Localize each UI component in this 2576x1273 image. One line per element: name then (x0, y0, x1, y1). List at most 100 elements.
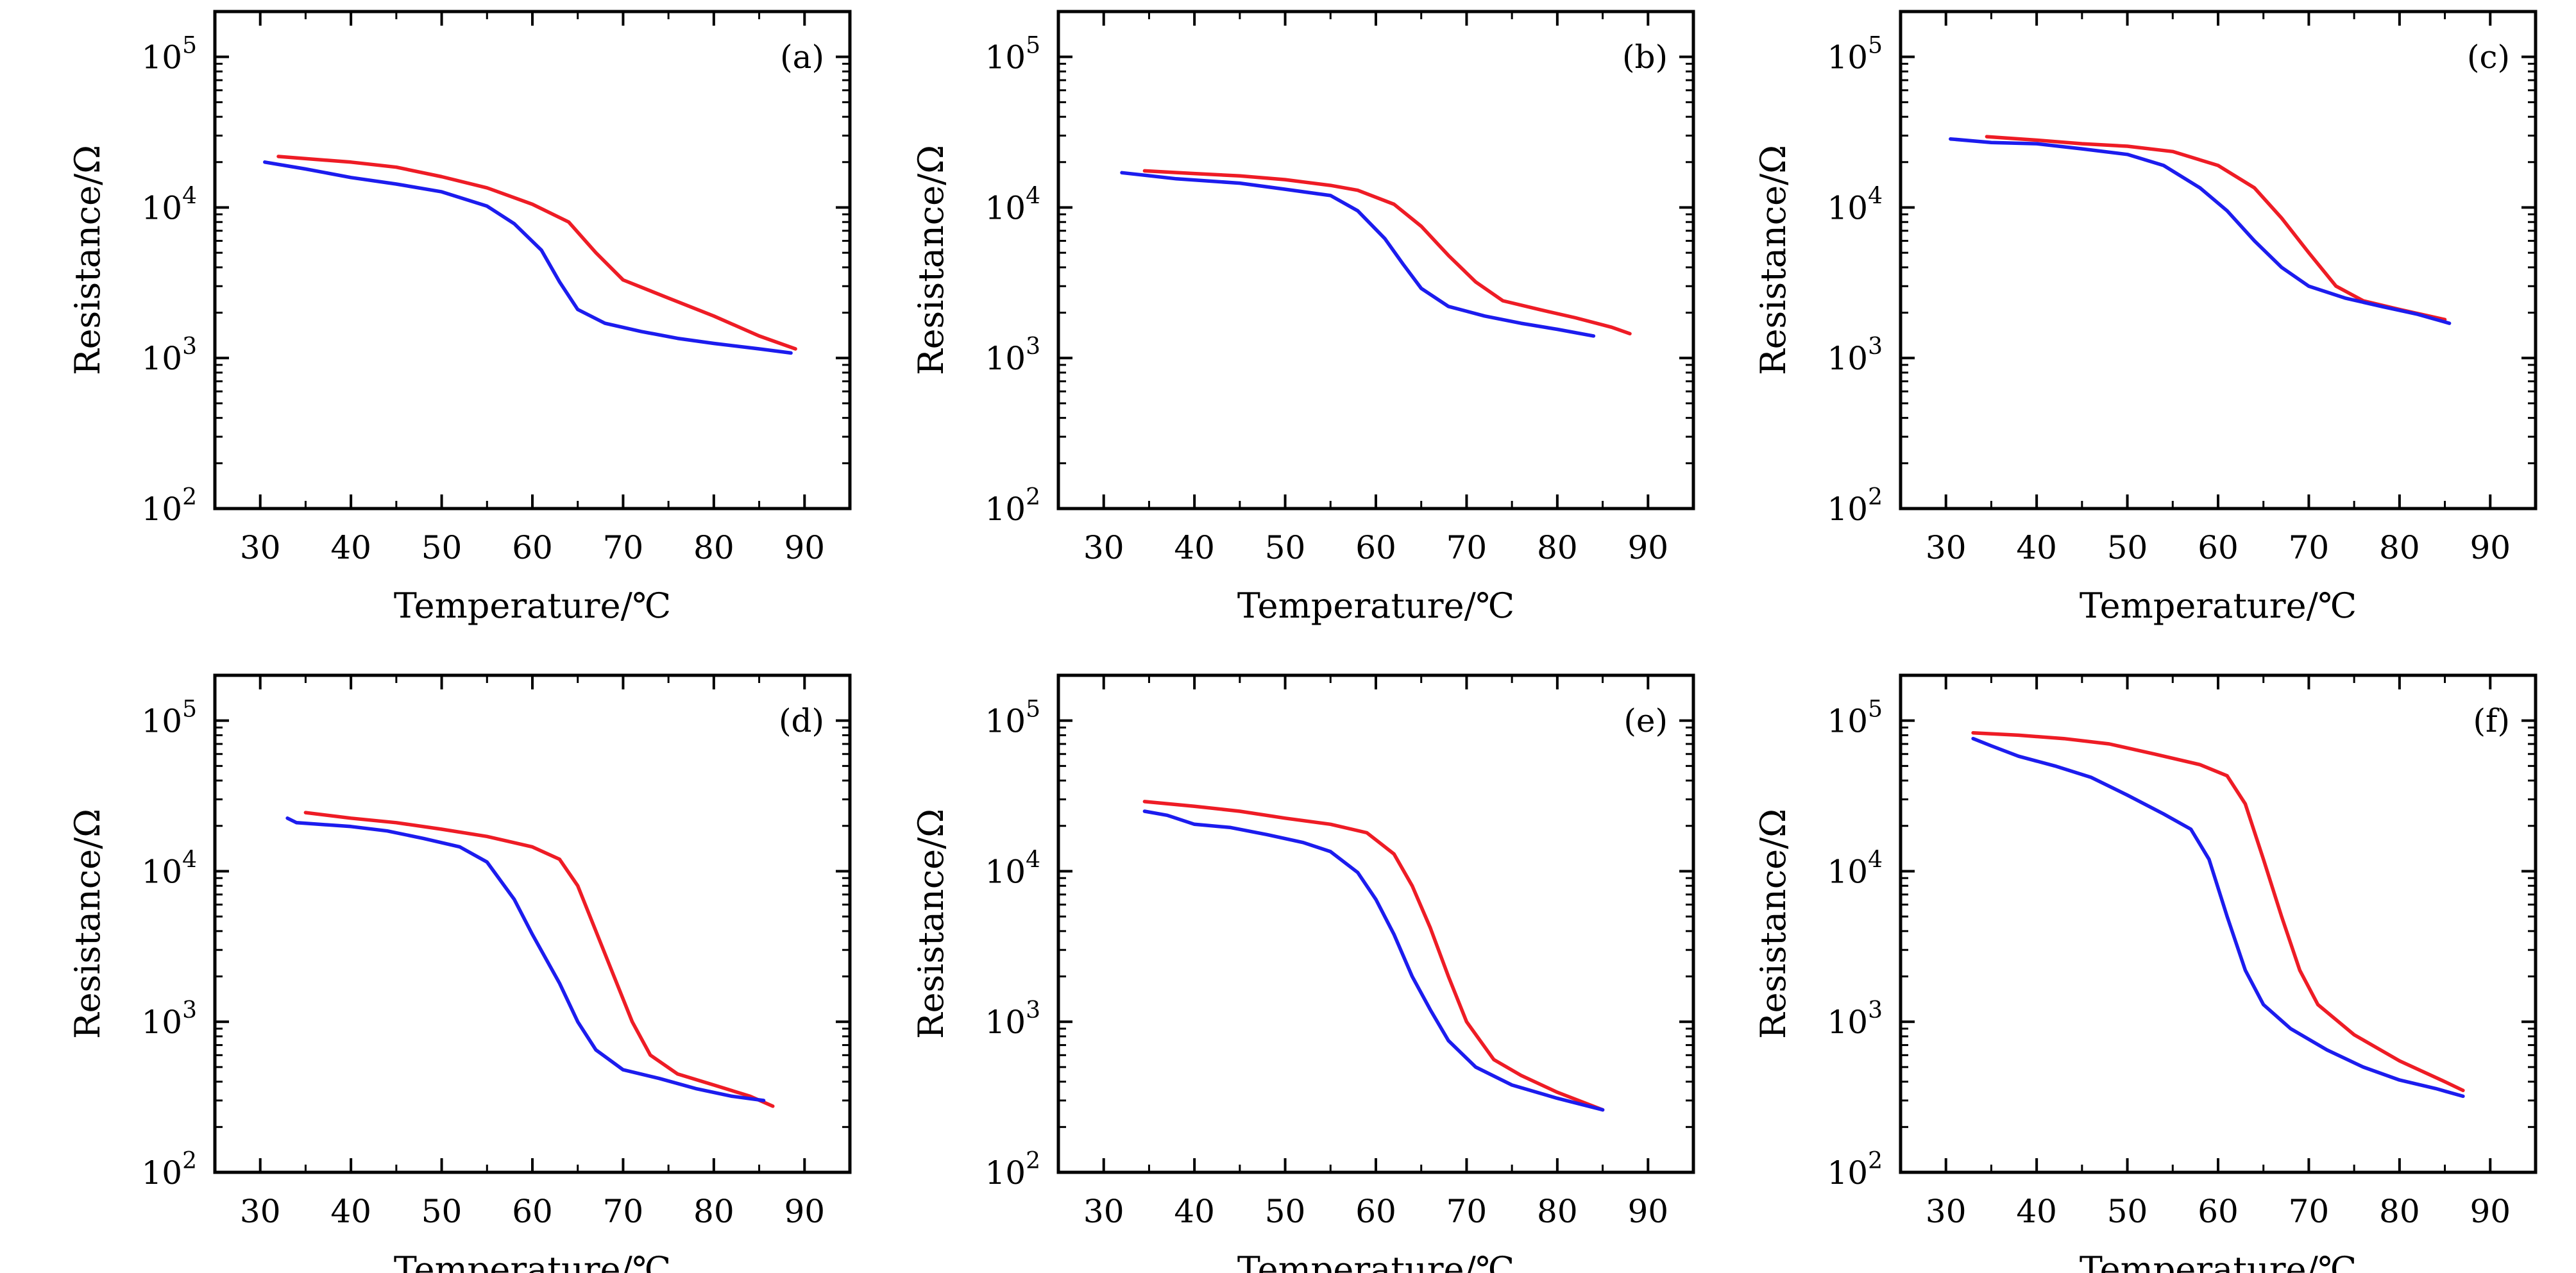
series-line-2 (263, 160, 793, 355)
y-tick-base: 10 (985, 853, 1026, 890)
x-tick-label: 90 (2470, 529, 2511, 566)
x-tick-label: 40 (2016, 529, 2057, 566)
series-line-1 (303, 811, 775, 1108)
y-tick-label: 104 (985, 847, 1040, 890)
x-tick-label: 80 (1537, 1193, 1578, 1230)
y-axis-title: Resistance/Ω (67, 809, 108, 1039)
y-tick-label: 102 (985, 484, 1040, 528)
y-tick-base: 10 (985, 39, 1026, 76)
y-tick-base: 10 (985, 1004, 1026, 1041)
y-tick-label: 105 (141, 33, 197, 76)
y-tick-label: 103 (141, 333, 197, 377)
x-axis-title: Temperature/℃ (2080, 586, 2357, 626)
x-tick-label: 70 (2289, 1193, 2330, 1230)
y-axis-title: Resistance/Ω (911, 809, 951, 1039)
y-tick-label: 104 (141, 847, 197, 890)
y-tick-base: 10 (1827, 491, 1868, 528)
y-tick-label: 102 (985, 1148, 1040, 1192)
series-line-1 (1142, 800, 1605, 1112)
y-tick-base: 10 (141, 491, 182, 528)
y-tick-base: 10 (1827, 340, 1868, 377)
y-axis-title: Resistance/Ω (1753, 809, 1793, 1039)
x-tick-label: 40 (330, 529, 371, 566)
x-tick-label: 30 (240, 529, 281, 566)
y-tick-exponent: 4 (1868, 847, 1883, 873)
x-tick-label: 70 (1446, 1193, 1487, 1230)
x-tick-label: 70 (603, 1193, 644, 1230)
y-tick-exponent: 3 (1868, 997, 1883, 1024)
x-tick-label: 50 (2107, 529, 2148, 566)
x-tick-label: 30 (1926, 1193, 1967, 1230)
x-axis-title: Temperature/℃ (1237, 1249, 1514, 1273)
x-tick-label: 50 (421, 1193, 462, 1230)
y-tick-exponent: 2 (1026, 484, 1040, 510)
y-tick-label: 103 (985, 333, 1040, 377)
y-axis-title: Resistance/Ω (67, 145, 108, 375)
series-line-1 (276, 155, 797, 351)
plot-frame (213, 10, 852, 510)
y-tick-base: 10 (1827, 39, 1868, 76)
y-tick-exponent: 3 (182, 333, 197, 360)
y-tick-base: 10 (1827, 1004, 1868, 1041)
x-tick-label: 90 (2470, 1193, 2511, 1230)
y-tick-base: 10 (141, 1004, 182, 1041)
y-tick-label: 103 (1827, 997, 1883, 1041)
x-tick-label: 40 (2016, 1193, 2057, 1230)
x-tick-label: 60 (1355, 1193, 1396, 1230)
y-tick-exponent: 4 (182, 847, 197, 873)
panel-label: (f) (2473, 702, 2510, 739)
x-tick-label: 90 (1627, 529, 1668, 566)
y-tick-exponent: 4 (182, 183, 197, 209)
y-tick-base: 10 (985, 340, 1026, 377)
x-tick-label: 90 (784, 1193, 825, 1230)
x-tick-label: 80 (693, 1193, 734, 1230)
x-axis-title: Temperature/℃ (1237, 586, 1514, 626)
y-tick-base: 10 (1827, 1154, 1868, 1192)
y-tick-label: 105 (141, 696, 197, 740)
y-tick-label: 102 (141, 1148, 197, 1192)
x-tick-label: 30 (1926, 529, 1967, 566)
y-tick-exponent: 5 (1868, 33, 1883, 59)
y-tick-label: 104 (141, 183, 197, 226)
x-tick-label: 60 (512, 1193, 553, 1230)
x-axis-title: Temperature/℃ (394, 586, 671, 626)
x-tick-label: 90 (784, 529, 825, 566)
y-axis-title: Resistance/Ω (1753, 145, 1793, 375)
panel-label: (a) (780, 38, 824, 76)
y-tick-label: 103 (985, 997, 1040, 1041)
series-line-1 (1971, 730, 2465, 1093)
x-tick-label: 60 (1355, 529, 1396, 566)
y-tick-base: 10 (1827, 853, 1868, 890)
x-tick-label: 50 (1265, 529, 1306, 566)
y-tick-exponent: 3 (1026, 997, 1040, 1024)
y-tick-base: 10 (141, 189, 182, 226)
y-tick-label: 104 (1827, 183, 1883, 226)
x-tick-label: 80 (2379, 529, 2420, 566)
x-tick-label: 70 (1446, 529, 1487, 566)
y-tick-label: 102 (141, 484, 197, 528)
plot-frame (1056, 673, 1695, 1174)
y-tick-exponent: 2 (182, 1148, 197, 1174)
x-tick-label: 80 (1537, 529, 1578, 566)
x-tick-label: 70 (603, 529, 644, 566)
y-tick-label: 103 (1827, 333, 1883, 377)
x-tick-label: 40 (1174, 529, 1215, 566)
y-tick-base: 10 (141, 1154, 182, 1192)
y-tick-label: 105 (1827, 33, 1883, 76)
y-tick-base: 10 (141, 853, 182, 890)
x-tick-label: 70 (2289, 529, 2330, 566)
y-tick-exponent: 2 (1868, 484, 1883, 510)
y-tick-label: 104 (1827, 847, 1883, 890)
y-tick-label: 103 (141, 997, 197, 1041)
x-tick-label: 30 (1083, 529, 1124, 566)
panel-label: (b) (1622, 38, 1668, 76)
series-line-2 (1120, 171, 1596, 338)
series-line-2 (1142, 809, 1605, 1112)
x-tick-label: 80 (693, 529, 734, 566)
plot-frame (1899, 10, 2538, 510)
